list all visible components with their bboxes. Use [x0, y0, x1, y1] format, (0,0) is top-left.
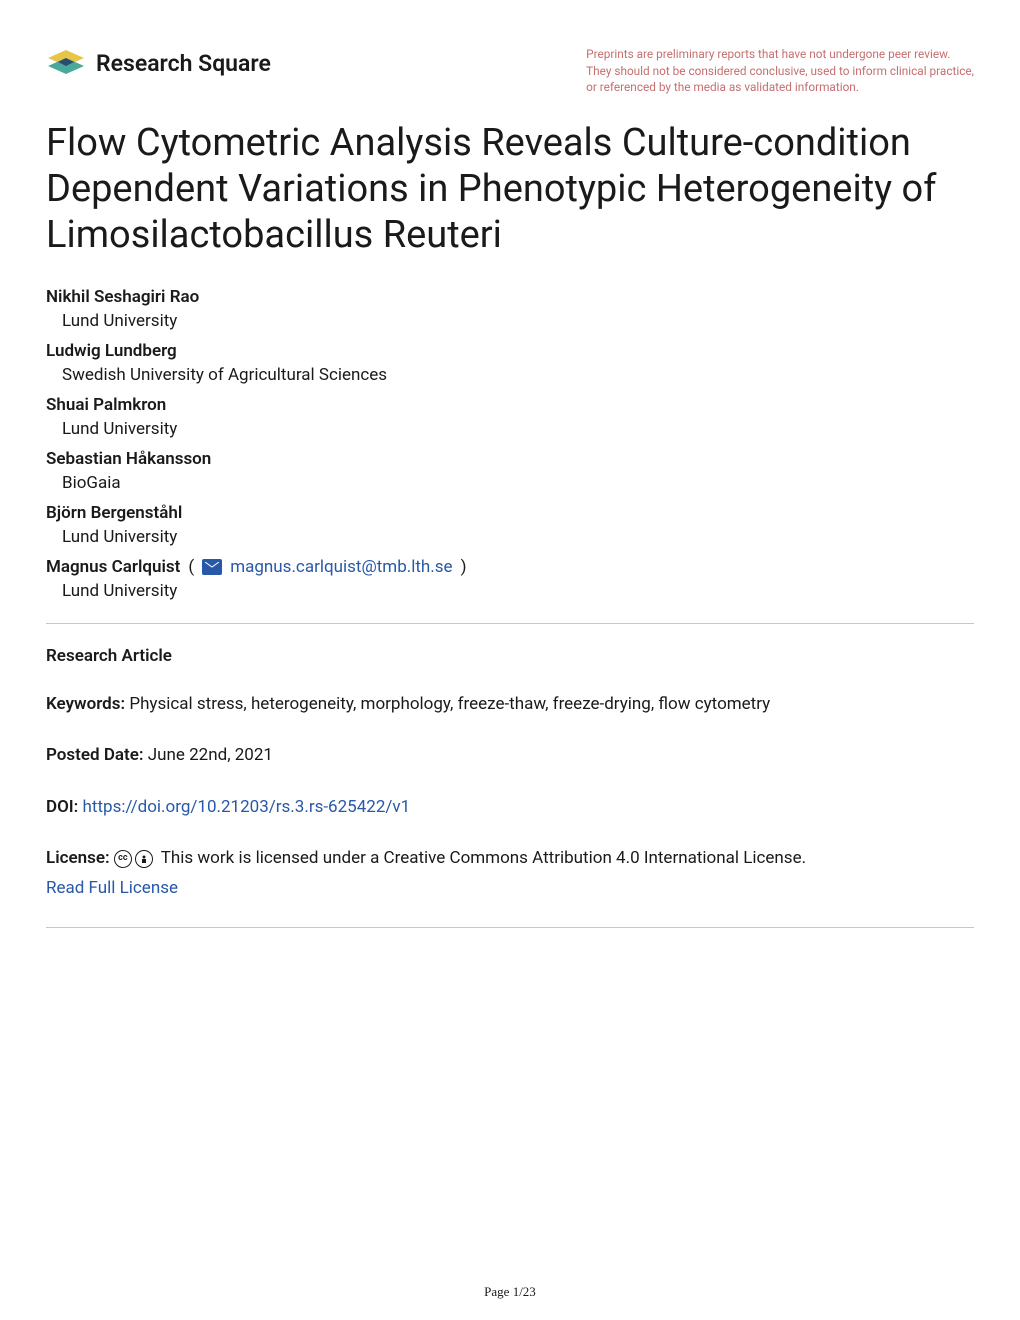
author-name: Shuai Palmkron: [46, 395, 974, 415]
article-title: Flow Cytometric Analysis Reveals Culture…: [46, 120, 974, 259]
author-name: Nikhil Seshagiri Rao: [46, 287, 974, 307]
author-block: Björn Bergenståhl Lund University: [46, 503, 974, 547]
doi-label: DOI:: [46, 797, 78, 817]
corresponding-author-row: Magnus Carlquist ( magnus.carlquist@tmb.…: [46, 557, 974, 577]
cc-license-icons: cc: [114, 850, 153, 868]
paren-open: (: [188, 557, 194, 577]
cc-by-icon: [135, 850, 153, 868]
email-icon: [202, 559, 222, 575]
authors-list: Nikhil Seshagiri Rao Lund University Lud…: [46, 287, 974, 601]
author-block: Ludwig Lundberg Swedish University of Ag…: [46, 341, 974, 385]
read-full-license-link[interactable]: Read Full License: [46, 876, 974, 902]
author-name: Björn Bergenståhl: [46, 503, 974, 523]
posted-date-row: Posted Date: June 22nd, 2021: [46, 743, 974, 769]
author-block: Sebastian Håkansson BioGaia: [46, 449, 974, 493]
keywords-label: Keywords:: [46, 694, 125, 714]
posted-date-text: June 22nd, 2021: [148, 745, 273, 765]
license-row: License: cc This work is licensed under …: [46, 846, 974, 901]
section-divider: [46, 927, 974, 928]
author-block: Shuai Palmkron Lund University: [46, 395, 974, 439]
logo-text: Research Square: [96, 50, 271, 77]
author-affiliation: BioGaia: [46, 473, 974, 493]
author-name: Sebastian Håkansson: [46, 449, 974, 469]
page-header: Research Square Preprints are preliminar…: [46, 46, 974, 96]
author-name: Ludwig Lundberg: [46, 341, 974, 361]
author-affiliation: Lund University: [46, 419, 974, 439]
page-number: Page 1/23: [484, 1284, 536, 1300]
license-text: This work is licensed under a Creative C…: [161, 848, 806, 868]
author-affiliation: Lund University: [46, 527, 974, 547]
paren-close: ): [461, 557, 467, 577]
cc-icon: cc: [114, 850, 132, 868]
article-type: Research Article: [46, 646, 974, 666]
corresponding-email-link[interactable]: magnus.carlquist@tmb.lth.se: [230, 557, 452, 577]
disclaimer-line: They should not be considered conclusive…: [586, 63, 974, 80]
posted-date-label: Posted Date:: [46, 745, 144, 765]
keywords-text: Physical stress, heterogeneity, morpholo…: [129, 694, 770, 714]
author-affiliation: Lund University: [46, 581, 974, 601]
logo-section: Research Square: [46, 46, 271, 80]
doi-row: DOI: https://doi.org/10.21203/rs.3.rs-62…: [46, 795, 974, 821]
license-label: License:: [46, 848, 110, 868]
doi-link[interactable]: https://doi.org/10.21203/rs.3.rs-625422/…: [83, 797, 411, 817]
author-affiliation: Lund University: [46, 311, 974, 331]
keywords-row: Keywords: Physical stress, heterogeneity…: [46, 692, 974, 718]
author-block: Nikhil Seshagiri Rao Lund University: [46, 287, 974, 331]
author-name: Magnus Carlquist: [46, 557, 180, 577]
preprint-disclaimer: Preprints are preliminary reports that h…: [586, 46, 974, 96]
disclaimer-line: Preprints are preliminary reports that h…: [586, 46, 974, 63]
research-square-logo-icon: [46, 46, 86, 80]
section-divider: [46, 623, 974, 624]
author-affiliation: Swedish University of Agricultural Scien…: [46, 365, 974, 385]
corresponding-author-block: Magnus Carlquist ( magnus.carlquist@tmb.…: [46, 557, 974, 601]
disclaimer-line: or referenced by the media as validated …: [586, 79, 974, 96]
